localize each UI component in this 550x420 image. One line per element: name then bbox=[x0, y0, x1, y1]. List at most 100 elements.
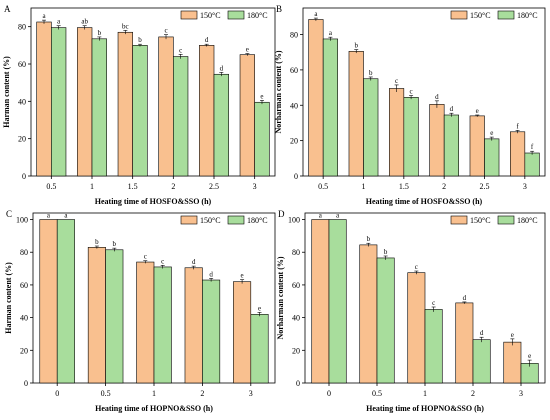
x-axis-label: Heating time of HOPNO&SSO (h) bbox=[366, 404, 484, 413]
significance-label: a bbox=[314, 10, 318, 18]
y-tick-label: 80 bbox=[290, 31, 298, 40]
significance-label: e bbox=[241, 272, 244, 280]
legend-label-180c: 180°C bbox=[517, 216, 538, 225]
significance-label: ab bbox=[81, 18, 88, 26]
bar-180c bbox=[328, 219, 347, 384]
bar-150c bbox=[117, 31, 133, 177]
panel-b: 0 20 40 60 80 0.5 a a 1 b b 1.5 c c 2 d d 2.5 e e 3 f f Heating… bbox=[274, 4, 546, 206]
panel-label: D bbox=[278, 209, 285, 219]
y-axis-label: Harman content (%) bbox=[4, 262, 13, 334]
x-tick-label: 1 bbox=[362, 182, 366, 191]
legend-label-180c: 180°C bbox=[517, 11, 538, 20]
bar-180c bbox=[132, 45, 148, 177]
bar-150c bbox=[87, 247, 106, 384]
significance-label: a bbox=[47, 212, 51, 220]
significance-label: e bbox=[528, 352, 531, 360]
y-tick-label: 100 bbox=[288, 216, 300, 225]
y-tick-label: 40 bbox=[290, 101, 298, 110]
significance-label: c bbox=[410, 88, 413, 96]
y-tick-label: 20 bbox=[292, 346, 300, 355]
significance-label: c bbox=[415, 263, 418, 271]
bar-150c bbox=[199, 45, 215, 177]
bar-150c bbox=[39, 219, 58, 384]
significance-label: e bbox=[260, 92, 263, 100]
x-tick-label: 3 bbox=[253, 182, 257, 191]
bar-150c bbox=[429, 104, 445, 177]
bar-180c bbox=[322, 38, 338, 177]
legend-swatch-180c bbox=[497, 215, 515, 225]
bar-150c bbox=[348, 51, 364, 177]
y-tick-label: 100 bbox=[16, 216, 28, 225]
significance-label: c bbox=[164, 27, 167, 35]
significance-label: f bbox=[531, 143, 534, 151]
bar-180c bbox=[202, 279, 221, 384]
legend-label-150c: 150°C bbox=[470, 216, 491, 225]
y-tick-label: 60 bbox=[290, 66, 298, 75]
bar-180c bbox=[153, 266, 172, 384]
x-tick-label: 2 bbox=[171, 182, 175, 191]
significance-label: d bbox=[192, 258, 196, 266]
significance-label: a bbox=[57, 18, 61, 26]
legend-swatch-150c bbox=[180, 215, 198, 225]
bar-180c bbox=[56, 219, 75, 384]
panel-label: C bbox=[6, 209, 12, 219]
x-tick-label: 0 bbox=[55, 389, 59, 398]
y-axis-label: Norharman content (%) bbox=[274, 50, 283, 133]
significance-label: c bbox=[395, 77, 398, 85]
plot-frame bbox=[302, 7, 546, 177]
bar-180c bbox=[105, 249, 124, 384]
panel-label: A bbox=[4, 4, 11, 14]
significance-label: b bbox=[369, 69, 373, 77]
significance-label: a bbox=[329, 29, 333, 37]
x-tick-label: 2.5 bbox=[209, 182, 219, 191]
y-tick-label: 0 bbox=[24, 379, 28, 388]
bar-180c bbox=[250, 314, 269, 384]
significance-label: a bbox=[42, 12, 46, 20]
x-tick-label: 3 bbox=[249, 389, 253, 398]
x-tick-label: 2 bbox=[471, 389, 475, 398]
significance-label: d bbox=[220, 64, 224, 72]
y-tick-label: 20 bbox=[290, 137, 298, 146]
x-tick-label: 0.5 bbox=[101, 389, 111, 398]
x-tick-label: 1.5 bbox=[399, 182, 409, 191]
x-tick-label: 2 bbox=[200, 389, 204, 398]
panel-a: 0 20 40 60 80 0.5 a a 1 ab b 1.5 bc b 2 c c 2.5 d d 3 e e Heati… bbox=[2, 4, 276, 206]
significance-label: bc bbox=[122, 22, 129, 30]
legend-swatch-180c bbox=[497, 10, 515, 20]
legend-swatch-180c bbox=[227, 215, 245, 225]
significance-label: b bbox=[95, 238, 99, 246]
y-tick-label: 40 bbox=[18, 97, 26, 106]
x-axis-label: Heating time of HOPNO&SSO (h) bbox=[95, 404, 213, 413]
x-tick-label: 2.5 bbox=[480, 182, 490, 191]
x-tick-label: 0.5 bbox=[46, 182, 56, 191]
bar-180c bbox=[213, 73, 229, 177]
x-tick-label: 1.5 bbox=[128, 182, 138, 191]
x-tick-label: 1 bbox=[423, 389, 427, 398]
panel-label: B bbox=[276, 4, 282, 14]
significance-label: d bbox=[209, 270, 213, 278]
bar-150c bbox=[158, 36, 174, 177]
x-axis-label: Heating time of HOSFO&SSO (h) bbox=[95, 197, 212, 206]
x-tick-label: 1 bbox=[152, 389, 156, 398]
bar-150c bbox=[407, 272, 426, 384]
x-tick-label: 2 bbox=[442, 182, 446, 191]
y-tick-label: 0 bbox=[296, 379, 300, 388]
significance-label: c bbox=[179, 46, 182, 54]
bar-150c bbox=[503, 341, 522, 384]
significance-label: e bbox=[258, 304, 261, 312]
bar-180c bbox=[91, 38, 107, 177]
panel-d: 0 20 40 60 80 100 0 a a 0.5 b b 1 c c 2 d d 3 e e Heating tim… bbox=[276, 209, 546, 413]
bar-150c bbox=[455, 302, 474, 384]
bar-180c bbox=[484, 138, 500, 177]
significance-label: b bbox=[367, 235, 371, 243]
legend-swatch-150c bbox=[450, 215, 468, 225]
y-tick-label: 40 bbox=[20, 314, 28, 323]
bar-180c bbox=[403, 97, 419, 177]
significance-label: b bbox=[113, 240, 117, 248]
significance-label: d bbox=[450, 105, 454, 113]
bar-180c bbox=[524, 152, 540, 177]
bar-150c bbox=[510, 131, 526, 177]
bar-180c bbox=[173, 56, 189, 177]
bar-180c bbox=[376, 257, 395, 384]
significance-label: b bbox=[138, 36, 142, 44]
